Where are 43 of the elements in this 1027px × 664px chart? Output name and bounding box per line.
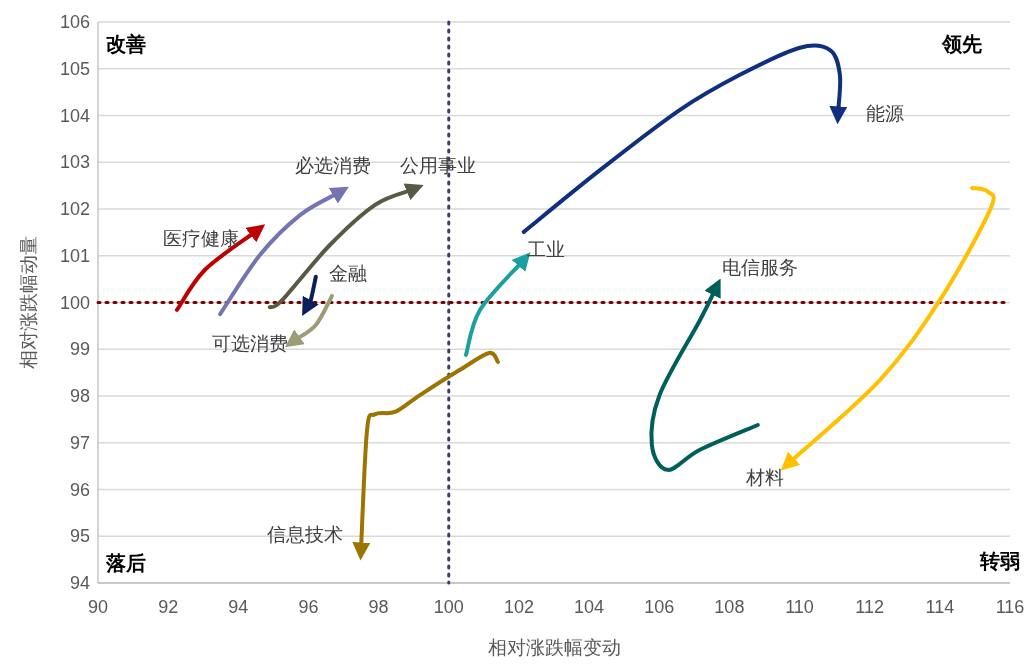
series-label: 可选消费 (212, 331, 289, 354)
y-tick-label: 103 (59, 152, 90, 173)
y-tick-label: 94 (69, 573, 90, 593)
x-tick-label: 94 (228, 597, 249, 617)
series-label: 能源 (866, 101, 905, 124)
y-tick-label: 106 (59, 12, 90, 32)
series-label: 信息技术 (267, 522, 344, 545)
y-tick-label: 98 (69, 386, 90, 406)
annotation: 转弱 (979, 549, 1020, 573)
series-label: 金融 (329, 261, 368, 284)
x-tick-label: 114 (925, 597, 955, 617)
x-tick-label: 98 (368, 597, 389, 617)
x-tick-label: 102 (503, 597, 534, 617)
x-tick-label: 90 (87, 597, 109, 617)
x-tick-label: 106 (644, 597, 675, 617)
x-tick-label: 110 (785, 597, 814, 617)
annotation: 改善 (106, 32, 146, 56)
x-tick-label: 92 (158, 597, 179, 617)
y-axis-title: 相对涨跌幅动量 (17, 236, 39, 369)
series-label: 电信服务 (722, 255, 798, 278)
y-tick-label: 97 (69, 432, 90, 453)
series-label: 材料 (745, 465, 785, 488)
x-tick-label: 104 (574, 597, 605, 617)
series-label: 工业 (527, 237, 566, 260)
x-tick-label: 116 (995, 597, 1025, 617)
x-tick-label: 108 (714, 597, 745, 617)
series-label: 公用事业 (399, 153, 476, 176)
annotation: 领先 (941, 32, 982, 56)
y-tick-label: 105 (59, 58, 90, 79)
x-tick-label: 100 (433, 597, 464, 617)
series-label: 医疗健康 (163, 226, 240, 249)
x-tick-label: 96 (298, 597, 319, 617)
x-tick-label: 112 (855, 597, 885, 617)
y-tick-label: 104 (59, 105, 90, 126)
y-tick-label: 99 (69, 339, 90, 360)
series-label: 必选消费 (294, 154, 371, 177)
y-tick-label: 95 (69, 526, 90, 547)
y-tick-label: 101 (59, 245, 90, 266)
y-tick-label: 96 (69, 479, 90, 500)
y-tick-label: 102 (59, 199, 90, 219)
x-axis-title: 相对涨跌幅变动 (487, 636, 621, 658)
annotation: 落后 (105, 551, 146, 575)
y-tick-label: 100 (59, 292, 90, 313)
